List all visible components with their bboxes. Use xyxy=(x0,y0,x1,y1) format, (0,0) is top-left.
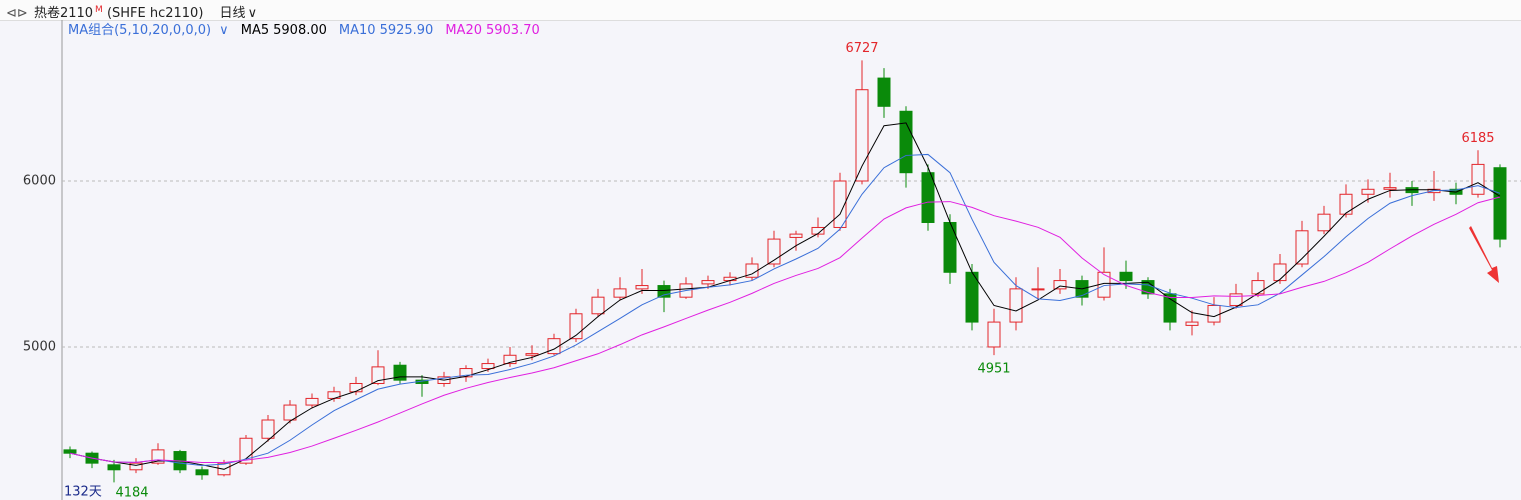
candle-body xyxy=(1383,187,1397,190)
candle-body xyxy=(1053,280,1067,290)
legend-name: MA20 xyxy=(445,23,482,38)
candle-body xyxy=(481,363,495,370)
candle-body xyxy=(855,89,869,182)
candle-body xyxy=(943,221,957,273)
candle-body xyxy=(1009,288,1023,323)
candle-body xyxy=(987,321,1001,348)
candle-body xyxy=(789,233,803,238)
low-label: 4951 xyxy=(977,362,1010,377)
candle-body xyxy=(195,469,209,476)
candle-body xyxy=(503,354,517,365)
recent-high-label: 6185 xyxy=(1461,131,1494,146)
legend-value: 5903.70 xyxy=(485,23,540,38)
legend-value: 5925.90 xyxy=(379,23,434,38)
legend-entry: MA5 5908.00 xyxy=(241,23,331,38)
candle-body xyxy=(1163,293,1177,323)
candle-body xyxy=(701,280,715,285)
candle-body xyxy=(239,437,253,464)
ma-legend: MA组合(5,10,20,0,0,0) ∨ MA5 5908.00 MA10 5925.… xyxy=(68,22,552,40)
candle-body xyxy=(371,366,385,384)
days-label: 132天 xyxy=(64,485,102,500)
ma-line xyxy=(69,196,1501,463)
candle-body xyxy=(1185,321,1199,326)
candle-body xyxy=(305,397,319,406)
indicator: MA组合(5,10,20,0,0,0) xyxy=(68,23,212,38)
candle-body xyxy=(1317,213,1331,232)
ma-line xyxy=(69,153,1501,466)
candle-body xyxy=(261,419,275,439)
candle-body xyxy=(1251,280,1265,295)
candle-body xyxy=(1339,193,1353,215)
legend-entry: MA20 5903.70 xyxy=(445,23,543,38)
indicator-select[interactable]: MA组合(5,10,20,0,0,0) ∨ xyxy=(68,23,229,38)
candle-body xyxy=(283,404,297,421)
candle-body xyxy=(349,382,363,393)
candle-body xyxy=(1207,304,1221,323)
candle-body xyxy=(965,271,979,323)
toolbar: ⊲⊳ 热卷2110 M (SHFE hc2110) 日线 ∨ xyxy=(0,0,1521,21)
symbol-sup: M xyxy=(95,5,103,15)
legend-entry: MA10 5925.90 xyxy=(339,23,437,38)
candle-body xyxy=(921,172,935,223)
candle-body xyxy=(1119,271,1133,282)
ma-line xyxy=(69,122,1501,470)
candle-body xyxy=(1229,293,1243,306)
symbol-title: 热卷2110 xyxy=(33,6,94,22)
legend-value: 5908.00 xyxy=(273,23,327,38)
y-tick-label: 6000 xyxy=(23,173,56,188)
candle-body xyxy=(899,110,913,174)
candle-body xyxy=(107,464,121,471)
legend-name: MA10 xyxy=(338,23,376,38)
candle-body xyxy=(1361,188,1375,195)
arrow xyxy=(1469,226,1499,283)
y-tick-label: 5000 xyxy=(23,339,56,354)
candle-body xyxy=(1493,167,1507,240)
link-icon[interactable]: ⊲⊳ xyxy=(6,6,28,22)
candle-body xyxy=(613,288,627,298)
candle-body xyxy=(877,77,891,107)
period-select[interactable]: 日线 ∨ xyxy=(219,6,258,22)
high-label: 6727 xyxy=(845,41,878,56)
candle-body xyxy=(657,285,671,298)
candle-body xyxy=(635,285,649,290)
candle-body xyxy=(1273,263,1287,282)
legend-name: MA5 xyxy=(240,23,270,38)
candle-body xyxy=(63,449,77,454)
candle-body xyxy=(525,353,539,356)
candle-body xyxy=(1031,288,1045,291)
period: 日线 xyxy=(219,6,246,22)
low-label: 4184 xyxy=(115,486,148,500)
candle-body xyxy=(833,180,847,228)
candle-body xyxy=(1471,163,1485,195)
candle-body xyxy=(129,462,143,471)
candle-body xyxy=(591,296,605,315)
symbol-code: (SHFE hc2110) xyxy=(106,6,204,22)
